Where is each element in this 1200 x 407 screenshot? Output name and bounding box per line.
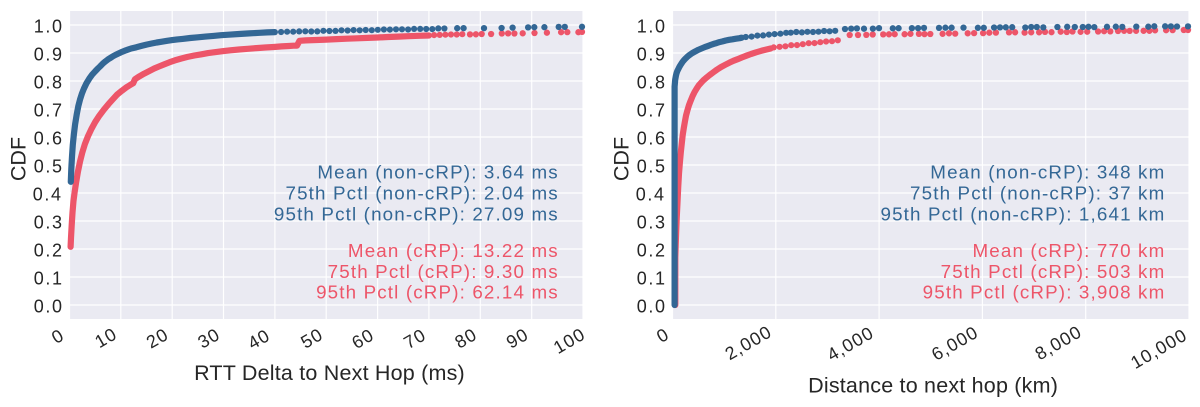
svg-text:0.4: 0.4 (33, 184, 63, 204)
svg-text:0.7: 0.7 (637, 100, 667, 120)
svg-text:0.3: 0.3 (34, 212, 64, 232)
svg-text:Distance to next hop (km): Distance to next hop (km) (808, 373, 1058, 397)
svg-text:RTT Delta to Next Hop (ms): RTT Delta to Next Hop (ms) (194, 361, 465, 385)
svg-text:75th Pctl (non-cRP): 2.04 ms: 75th Pctl (non-cRP): 2.04 ms (285, 183, 558, 204)
svg-text:0.1: 0.1 (637, 268, 667, 288)
svg-text:Mean (non-cRP): 3.64 ms: Mean (non-cRP): 3.64 ms (317, 162, 558, 183)
svg-text:0.7: 0.7 (34, 100, 64, 120)
svg-text:0.9: 0.9 (637, 44, 667, 64)
svg-text:0.9: 0.9 (34, 44, 64, 64)
svg-text:0.0: 0.0 (637, 296, 667, 316)
svg-text:0.4: 0.4 (636, 184, 666, 204)
svg-text:0.8: 0.8 (34, 72, 64, 92)
svg-text:0.6: 0.6 (34, 128, 64, 148)
svg-text:1.0: 1.0 (637, 16, 667, 36)
svg-text:Mean (cRP): 13.22 ms: Mean (cRP): 13.22 ms (348, 240, 559, 261)
svg-text:95th Pctl (non-cRP): 27.09 ms: 95th Pctl (non-cRP): 27.09 ms (274, 203, 559, 224)
svg-text:CDF: CDF (7, 137, 31, 181)
svg-text:75th Pctl (non-cRP): 37 km: 75th Pctl (non-cRP): 37 km (910, 183, 1165, 204)
svg-text:0.5: 0.5 (637, 156, 667, 176)
svg-text:0.3: 0.3 (637, 212, 667, 232)
svg-text:95th Pctl (cRP): 62.14 ms: 95th Pctl (cRP): 62.14 ms (316, 282, 559, 303)
svg-text:0.2: 0.2 (34, 240, 64, 260)
svg-text:0.1: 0.1 (34, 268, 64, 288)
svg-text:CDF: CDF (610, 137, 634, 181)
svg-text:0.6: 0.6 (637, 128, 667, 148)
svg-text:Mean (non-cRP): 348 km: Mean (non-cRP): 348 km (930, 162, 1165, 183)
svg-text:0.0: 0.0 (34, 296, 64, 316)
svg-text:0.2: 0.2 (637, 240, 667, 260)
svg-text:75th Pctl (cRP): 9.30 ms: 75th Pctl (cRP): 9.30 ms (328, 261, 559, 282)
svg-text:Mean (cRP): 770 km: Mean (cRP): 770 km (972, 240, 1165, 261)
svg-text:0.8: 0.8 (637, 72, 667, 92)
svg-text:75th Pctl (cRP): 503 km: 75th Pctl (cRP): 503 km (941, 261, 1166, 282)
svg-text:95th Pctl (non-cRP): 1,641 km: 95th Pctl (non-cRP): 1,641 km (880, 203, 1165, 224)
svg-text:95th Pctl (cRP): 3,908 km: 95th Pctl (cRP): 3,908 km (923, 282, 1166, 303)
svg-text:0.5: 0.5 (34, 156, 64, 176)
svg-text:1.0: 1.0 (34, 16, 64, 36)
